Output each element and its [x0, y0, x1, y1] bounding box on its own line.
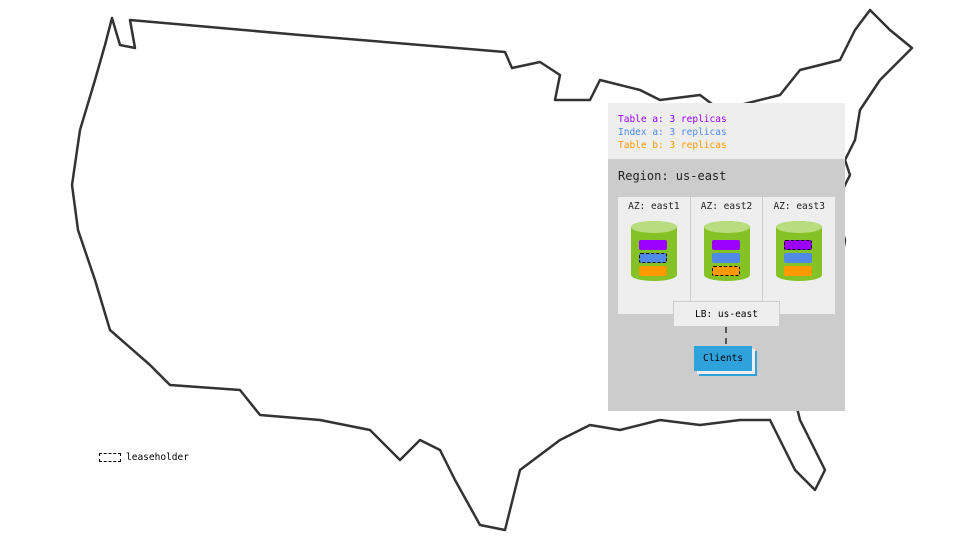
database-icon — [630, 221, 677, 281]
replica-table-a-leaseholder — [784, 240, 813, 250]
az-east3: AZ: east3 — [762, 197, 836, 314]
replica-index-a-leaseholder — [638, 253, 667, 263]
replica-legend: Table a: 3 replicas Index a: 3 replicas … — [608, 103, 845, 159]
az-east1: AZ: east1 — [618, 197, 690, 314]
leaseholder-legend: leaseholder — [99, 452, 189, 463]
az-label: AZ: east1 — [628, 201, 680, 212]
replica-index-a — [711, 253, 740, 263]
az-label: AZ: east3 — [773, 201, 825, 212]
legend-table-a: Table a: 3 replicas — [618, 114, 727, 125]
az-east2: AZ: east2 — [689, 197, 763, 314]
load-balancer: LB: us-east — [673, 301, 780, 327]
replica-table-b — [784, 266, 813, 276]
region-us-east: Region: us-east AZ: east1 AZ: east2 AZ: … — [608, 159, 845, 411]
clients-box: Clients — [694, 346, 752, 371]
legend-table-b: Table b: 3 replicas — [618, 140, 727, 151]
database-icon — [703, 221, 750, 281]
leaseholder-label: leaseholder — [126, 452, 189, 463]
region-title: Region: us-east — [618, 169, 727, 183]
legend-index-a: Index a: 3 replicas — [618, 127, 727, 138]
replica-table-a — [711, 240, 740, 250]
dashed-box-icon — [99, 453, 121, 462]
replica-index-a — [784, 253, 813, 263]
database-icon — [776, 221, 823, 281]
replica-table-a — [638, 240, 667, 250]
replica-table-b-leaseholder — [711, 266, 740, 276]
replica-table-b — [638, 266, 667, 276]
az-label: AZ: east2 — [700, 201, 753, 212]
